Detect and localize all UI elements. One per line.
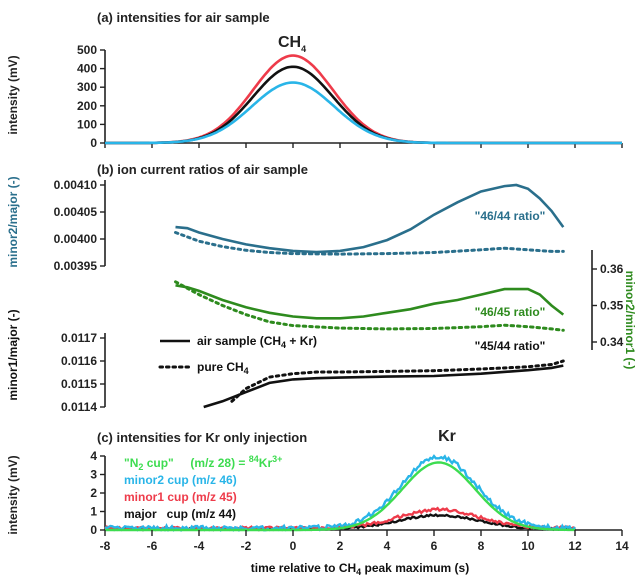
panel-a-title: (a) intensities for air sample xyxy=(97,10,270,25)
panel-a-y-tick-label: 0 xyxy=(90,136,97,150)
panel-c-series-line xyxy=(104,454,576,532)
panel-b-right-tick-label: 0.34 xyxy=(600,335,624,349)
panel-c-x-tick-label: -6 xyxy=(147,539,158,553)
panel-c-x-tick-label: 14 xyxy=(615,539,629,553)
panel-c-x-tick-label: 0 xyxy=(290,539,297,553)
annotation-45-44: "45/44 ratio" xyxy=(475,339,546,353)
panel-a-ylabel: intensity (mV) xyxy=(6,55,20,134)
x-axis-label: time relative to CH4 peak maximum (s) xyxy=(251,561,469,577)
panel-c-y-tick-label: 0 xyxy=(90,523,97,537)
panel-a-y-tick-label: 200 xyxy=(77,99,97,113)
panel-c-ylabel: intensity (mV) xyxy=(6,455,20,534)
panel-c-series-line xyxy=(105,461,575,532)
panel-c-title: (c) intensities for Kr only injection xyxy=(97,430,307,445)
panel-c-y-tick-label: 4 xyxy=(90,449,97,463)
panel-c-x-tick-label: 2 xyxy=(337,539,344,553)
panel-b-right-tick-label: 0.35 xyxy=(600,299,624,313)
panel-c-x-tick-label: 12 xyxy=(568,539,582,553)
panel-a-peak-label: CH4 xyxy=(278,34,306,54)
panel-b-minor1-major-tick-label: 0.0115 xyxy=(61,377,97,391)
panel-b-minor1-major-tick-label: 0.0116 xyxy=(61,354,97,368)
panel-a-y-tick-label: 500 xyxy=(77,43,97,57)
panel-b-ylabel-minor1-major: minor1/major (-) xyxy=(6,309,20,400)
annotation-46-44: "46/44 ratio" xyxy=(475,209,546,223)
panel-b-minor2-major-tick-label: 0.00405 xyxy=(54,205,98,219)
panel-c-peak-label: Kr xyxy=(438,428,456,445)
plot-layer: 01002003004005000.003950.004000.004050.0… xyxy=(54,43,629,553)
panel-a-y-tick-label: 100 xyxy=(77,117,97,131)
panel-c-y-tick-label: 1 xyxy=(90,505,97,519)
legend-minor1-cup: minor1 cup (m/z 45) xyxy=(124,490,237,504)
panel-c-x-tick-label: 8 xyxy=(478,539,485,553)
legend-major-cup: major cup (m/z 44) xyxy=(124,507,236,521)
panel-c-x-tick-label: -8 xyxy=(100,539,111,553)
panel-b-title: (b) ion current ratios of air sample xyxy=(97,162,308,177)
panel-b-series-dotted xyxy=(230,359,565,403)
panel-b-series-dotted xyxy=(174,231,565,256)
panel-a-series-line xyxy=(105,81,622,145)
panel-c-legend: "N2 cup" (m/z 28) = 84Kr3+ minor2 cup (m… xyxy=(124,454,282,521)
panel-b-minor1-major-tick-label: 0.0117 xyxy=(61,331,97,345)
panel-a-y-tick-label: 300 xyxy=(77,80,97,94)
panel-b-minor2-major-tick-label: 0.00410 xyxy=(54,178,98,192)
panel-b-series-dotted xyxy=(174,280,565,332)
legend-air-sample: air sample (CH4 + Kr) xyxy=(197,334,317,350)
panel-c-y-tick-label: 3 xyxy=(90,468,97,482)
panel-c-x-tick-label: -4 xyxy=(194,539,205,553)
panel-c-x-tick-label: 4 xyxy=(384,539,391,553)
panel-b-minor2-major-tick-label: 0.00395 xyxy=(54,259,98,273)
panel-c-x-tick-label: -2 xyxy=(241,539,252,553)
panel-c-x-tick-label: 6 xyxy=(431,539,438,553)
panel-b-minor2-major-tick-label: 0.00400 xyxy=(54,232,98,246)
panel-b-series-solid xyxy=(175,284,565,320)
panel-b-minor1-major-tick-label: 0.0114 xyxy=(61,400,97,414)
panel-b-series-solid xyxy=(175,183,565,254)
panel-b-series-solid xyxy=(203,364,564,409)
panel-c-x-tick-label: 10 xyxy=(521,539,535,553)
legend-pure-ch4: pure CH4 xyxy=(197,360,249,376)
panel-a-series-line xyxy=(105,65,622,145)
panel-b-ylabel-minor2-minor1: minor2/minor1 (-) xyxy=(623,271,637,370)
panel-b-legend: air sample (CH4 + Kr) pure CH4 xyxy=(158,334,317,376)
annotation-46-45: "46/45 ratio" xyxy=(475,305,546,319)
legend-n2-cup: "N2 cup" (m/z 28) = 84Kr3+ xyxy=(124,454,282,472)
panel-b-ylabel-minor2-major: minor2/major (-) xyxy=(6,176,20,267)
panel-c-y-tick-label: 2 xyxy=(90,486,97,500)
panel-b-right-tick-label: 0.36 xyxy=(600,262,624,276)
legend-minor2-cup: minor2 cup (m/z 46) xyxy=(124,473,237,487)
panel-a-y-tick-label: 400 xyxy=(77,62,97,76)
